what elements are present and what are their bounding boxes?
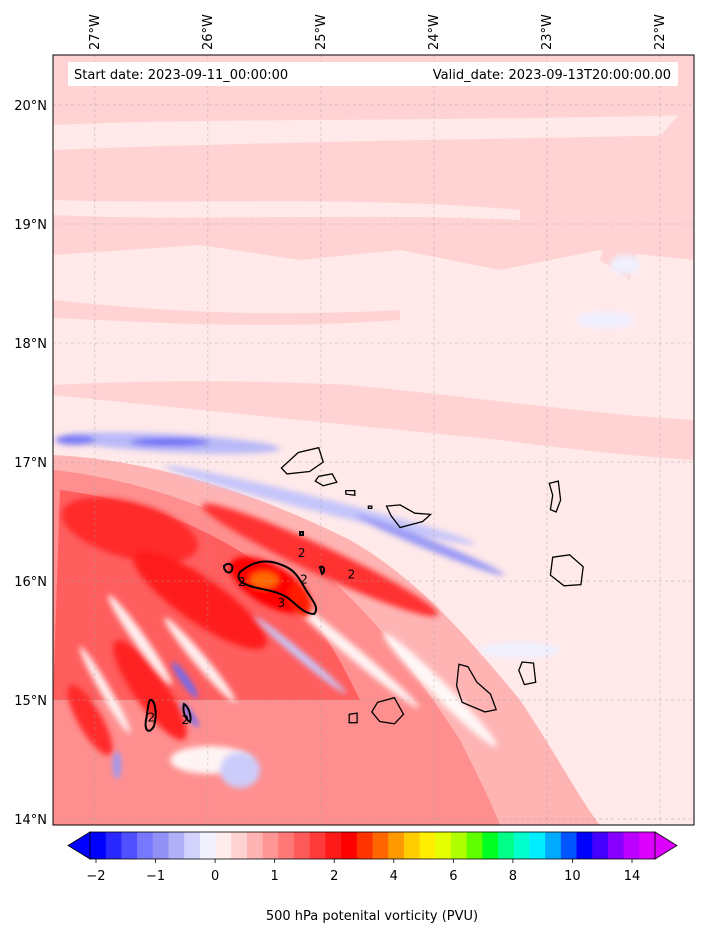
contour-label: 2 bbox=[238, 575, 246, 589]
contour-label: 3 bbox=[278, 596, 286, 610]
colorbar-tick-label: 10 bbox=[564, 869, 581, 884]
colorbar-tick-label: 8 bbox=[509, 869, 517, 884]
colorbar-block bbox=[419, 832, 436, 859]
lat-tick-label: 14°N bbox=[14, 813, 47, 828]
island-outline bbox=[518, 661, 537, 686]
colorbar-block bbox=[560, 832, 578, 859]
colorbar-block bbox=[482, 832, 499, 859]
colorbar-block bbox=[262, 832, 279, 859]
contour-label: 2 bbox=[181, 713, 189, 727]
island-outline bbox=[455, 663, 498, 713]
colorbar-block bbox=[90, 832, 107, 859]
colorbar-extend-high bbox=[654, 831, 678, 860]
latitude-ticks: 20°N 19°N 18°N 17°N 16°N 15°N 14°N bbox=[14, 99, 47, 828]
lon-tick-label: 23°W bbox=[540, 14, 555, 50]
colorbar-block bbox=[294, 832, 311, 859]
colorbar-tick-label: −2 bbox=[86, 869, 105, 884]
lon-tick-label: 25°W bbox=[314, 14, 329, 50]
colorbar-block bbox=[639, 832, 656, 859]
island-outline bbox=[548, 480, 562, 513]
colorbar-block bbox=[199, 832, 217, 859]
longitude-ticks: 27°W 26°W 25°W 24°W 23°W 22°W bbox=[88, 14, 668, 50]
colorbar: −2 −1 0 1 2 4 6 8 10 14 500 hPa potenital vortici… bbox=[67, 831, 678, 924]
gridlines bbox=[53, 55, 694, 825]
contour-label: 2 bbox=[300, 572, 308, 586]
colorbar-block bbox=[215, 832, 232, 859]
colorbar-block bbox=[105, 832, 122, 859]
lon-tick-label: 24°W bbox=[427, 14, 442, 50]
colorbar-block bbox=[513, 832, 530, 859]
colorbar-tick-label: 1 bbox=[271, 869, 279, 884]
colorbar-block bbox=[325, 832, 342, 859]
colorbar-block bbox=[168, 832, 185, 859]
lon-tick-label: 26°W bbox=[201, 14, 216, 50]
island-outline bbox=[280, 446, 324, 475]
colorbar-block bbox=[231, 832, 248, 859]
lat-tick-label: 15°N bbox=[14, 694, 47, 709]
colorbar-tick-label: 6 bbox=[449, 869, 457, 884]
colorbar-label: 500 hPa potenital vorticity (PVU) bbox=[266, 909, 478, 924]
header-box bbox=[68, 62, 678, 86]
colorbar-block bbox=[388, 832, 405, 859]
colorbar-tick-label: −1 bbox=[146, 869, 165, 884]
island-outline bbox=[348, 712, 358, 724]
island-outline bbox=[385, 504, 433, 529]
colorbar-block bbox=[137, 832, 154, 859]
coastlines bbox=[280, 446, 584, 725]
colorbar-block bbox=[607, 832, 625, 859]
colorbar-block bbox=[372, 832, 389, 859]
colorbar-block bbox=[498, 832, 515, 859]
colorbar-block bbox=[450, 832, 468, 859]
island-outline bbox=[367, 505, 373, 510]
island-outline bbox=[549, 554, 584, 587]
colorbar-block bbox=[152, 832, 169, 859]
contour-label: 2 bbox=[348, 568, 356, 582]
lon-tick-label: 22°W bbox=[653, 14, 668, 50]
colorbar-tick-label: 14 bbox=[624, 869, 641, 884]
colorbar-block bbox=[592, 832, 609, 859]
colorbar-tick-label: 0 bbox=[211, 869, 219, 884]
lon-tick-label: 27°W bbox=[88, 14, 103, 50]
island-outline bbox=[371, 696, 405, 725]
colorbar-blocks bbox=[89, 831, 656, 860]
colorbar-block bbox=[623, 832, 640, 859]
lat-tick-label: 18°N bbox=[14, 337, 47, 352]
colorbar-block bbox=[356, 832, 373, 859]
colorbar-block bbox=[278, 832, 295, 859]
colorbar-block bbox=[309, 832, 326, 859]
island-outline bbox=[345, 489, 356, 497]
start-date-label: Start date: 2023-09-11_00:00:00 bbox=[74, 68, 288, 83]
colorbar-block bbox=[341, 832, 358, 859]
contour-label: 2 bbox=[148, 710, 156, 724]
colorbar-ticks: −2 −1 0 1 2 4 6 8 10 14 bbox=[86, 859, 640, 884]
colorbar-block bbox=[576, 832, 593, 859]
colorbar-tick-label: 2 bbox=[330, 869, 338, 884]
colorbar-block bbox=[184, 832, 201, 859]
colorbar-block bbox=[529, 832, 546, 859]
lat-tick-label: 16°N bbox=[14, 575, 47, 590]
lat-tick-label: 20°N bbox=[14, 99, 47, 114]
colorbar-block bbox=[466, 832, 483, 859]
colorbar-block bbox=[246, 832, 264, 859]
lat-tick-label: 17°N bbox=[14, 456, 47, 471]
pv-contours bbox=[144, 531, 326, 732]
colorbar-block bbox=[545, 832, 562, 859]
island-outline bbox=[314, 473, 338, 487]
valid-date-label: Valid_date: 2023-09-13T20:00:00.00 bbox=[433, 68, 671, 83]
colorbar-tick-label: 4 bbox=[390, 869, 398, 884]
map-frame bbox=[52, 54, 695, 826]
contour-label: 2 bbox=[298, 546, 306, 560]
lat-tick-label: 19°N bbox=[14, 218, 47, 233]
colorbar-extend-low bbox=[67, 831, 91, 860]
colorbar-block bbox=[435, 832, 452, 859]
colorbar-block bbox=[121, 832, 138, 859]
colorbar-block bbox=[403, 832, 421, 859]
